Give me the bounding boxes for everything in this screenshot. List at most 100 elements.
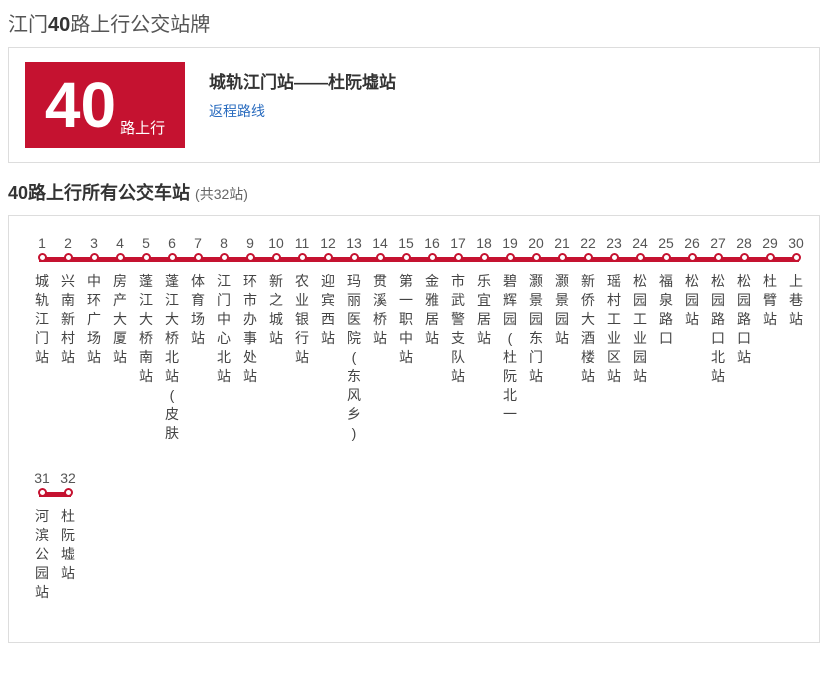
stop-marker: 22: [575, 234, 601, 261]
row-track: 1234567891011121314151617181920212223242…: [23, 234, 805, 266]
title-suffix: 路上行公交站牌: [70, 14, 210, 36]
stop-number: 17: [445, 234, 471, 252]
stop-dot-icon: [610, 253, 619, 262]
stop-dot-icon: [350, 253, 359, 262]
stop-number: 18: [471, 234, 497, 252]
stop-name[interactable]: 城轨江门站: [34, 272, 50, 367]
stop-marker: 4: [107, 234, 133, 261]
stop-dot-icon: [558, 253, 567, 262]
stop-name[interactable]: 灏景园站: [554, 272, 570, 348]
stop-marker: 11: [289, 234, 315, 261]
stop-name[interactable]: 贯溪桥站: [372, 272, 388, 348]
stop-name[interactable]: 瑶村工业区站: [606, 272, 622, 386]
station-row: 3132 河滨公园站杜阮墟站: [23, 469, 805, 606]
stop-number: 3: [81, 234, 107, 252]
stop-number: 2: [55, 234, 81, 252]
stop-dot-icon: [506, 253, 515, 262]
stop-name[interactable]: 松园工业园站: [632, 272, 648, 386]
stop-number: 9: [237, 234, 263, 252]
stop-name[interactable]: 灏景园东门站: [528, 272, 544, 386]
stop-marker: 25: [653, 234, 679, 261]
stop-marker: 8: [211, 234, 237, 261]
stop-dot-icon: [324, 253, 333, 262]
stop-marker: 5: [133, 234, 159, 261]
stop-name[interactable]: 松园站: [684, 272, 700, 329]
stop-dot-icon: [428, 253, 437, 262]
stop-dot-icon: [38, 488, 47, 497]
return-route-link[interactable]: 返程路线: [209, 101, 396, 121]
stop-marker: 28: [731, 234, 757, 261]
stop-number: 22: [575, 234, 601, 252]
stop-dot-icon: [38, 253, 47, 262]
stop-name[interactable]: 市武警支队站: [450, 272, 466, 386]
row-labels: 河滨公园站杜阮墟站: [23, 507, 805, 606]
stop-name[interactable]: 体育场站: [190, 272, 206, 348]
stop-number: 10: [263, 234, 289, 252]
stop-number: 4: [107, 234, 133, 252]
header-info: 城轨江门站——杜阮墟站 返程路线: [209, 62, 396, 121]
stop-dot-icon: [766, 253, 775, 262]
stop-number: 13: [341, 234, 367, 252]
stations-card: 1234567891011121314151617181920212223242…: [8, 215, 820, 643]
stop-marker: 15: [393, 234, 419, 261]
stop-name[interactable]: 迎宾西站: [320, 272, 336, 348]
stop-name[interactable]: 蓬江大桥南站: [138, 272, 154, 386]
stop-name[interactable]: 松园路口站: [736, 272, 752, 367]
stop-number: 14: [367, 234, 393, 252]
stop-number: 1: [29, 234, 55, 252]
stop-marker: 21: [549, 234, 575, 261]
stop-name[interactable]: 中环广场站: [86, 272, 102, 367]
stop-dot-icon: [480, 253, 489, 262]
stop-dot-icon: [454, 253, 463, 262]
stop-number: 8: [211, 234, 237, 252]
stop-marker: 10: [263, 234, 289, 261]
stop-name[interactable]: 金雅居站: [424, 272, 440, 348]
stop-number: 11: [289, 234, 315, 252]
stop-name[interactable]: 杜臂站: [762, 272, 778, 329]
stop-number: 15: [393, 234, 419, 252]
stop-marker: 9: [237, 234, 263, 261]
stop-name[interactable]: 玛丽医院(东风乡): [346, 272, 362, 443]
stop-number: 23: [601, 234, 627, 252]
stop-dot-icon: [168, 253, 177, 262]
stop-name[interactable]: 新之城站: [268, 272, 284, 348]
stop-number: 31: [29, 469, 55, 487]
stop-name[interactable]: 江门中心北站: [216, 272, 232, 386]
stop-dot-icon: [220, 253, 229, 262]
stop-name[interactable]: 蓬江大桥北站(皮肤: [164, 272, 180, 443]
stop-name[interactable]: 上巷站: [788, 272, 804, 329]
stop-marker: 26: [679, 234, 705, 261]
stop-marker: 20: [523, 234, 549, 261]
stop-name[interactable]: 房产大厦站: [112, 272, 128, 367]
stop-name[interactable]: 第一职中站: [398, 272, 414, 367]
stop-name[interactable]: 农业银行站: [294, 272, 310, 367]
stop-number: 21: [549, 234, 575, 252]
route-header-card: 40 路上行 城轨江门站——杜阮墟站 返程路线: [8, 47, 820, 163]
stop-dot-icon: [532, 253, 541, 262]
stop-marker: 14: [367, 234, 393, 261]
stop-marker: 31: [29, 469, 55, 496]
stop-number: 32: [55, 469, 81, 487]
stop-marker: 12: [315, 234, 341, 261]
title-route-number: 40: [48, 14, 70, 36]
badge-suffix: 路上行: [120, 117, 165, 148]
route-termini: 城轨江门站——杜阮墟站: [209, 68, 396, 93]
stop-name[interactable]: 乐宜居站: [476, 272, 492, 348]
stop-marker: 7: [185, 234, 211, 261]
stop-number: 7: [185, 234, 211, 252]
stop-name[interactable]: 新侨大酒楼站: [580, 272, 596, 386]
stop-name[interactable]: 碧辉园(杜阮北一: [502, 272, 518, 424]
stop-name[interactable]: 福泉路口: [658, 272, 674, 348]
stop-marker: 19: [497, 234, 523, 261]
stop-name[interactable]: 松园路口北站: [710, 272, 726, 386]
stop-marker: 16: [419, 234, 445, 261]
stop-dot-icon: [636, 253, 645, 262]
stop-number: 19: [497, 234, 523, 252]
row-labels: 城轨江门站兴南新村站中环广场站房产大厦站蓬江大桥南站蓬江大桥北站(皮肤体育场站江…: [23, 272, 805, 447]
stop-name[interactable]: 杜阮墟站: [60, 507, 76, 583]
stop-name[interactable]: 河滨公园站: [34, 507, 50, 602]
stop-name[interactable]: 环市办事处站: [242, 272, 258, 386]
stop-dot-icon: [714, 253, 723, 262]
stop-marker: 2: [55, 234, 81, 261]
stop-name[interactable]: 兴南新村站: [60, 272, 76, 367]
